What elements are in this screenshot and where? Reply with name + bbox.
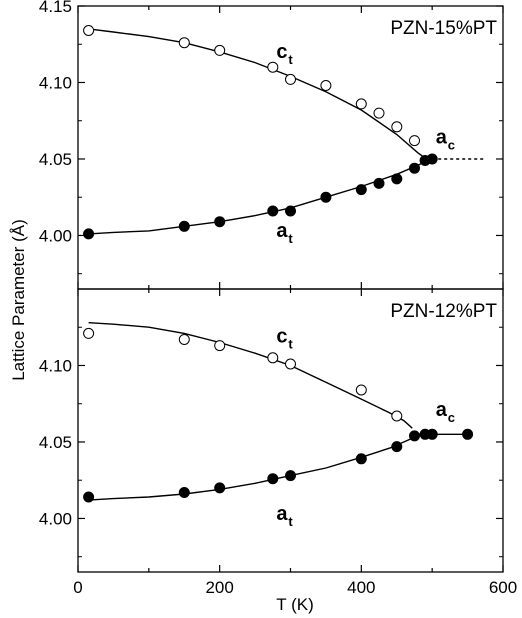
open-data-point — [285, 358, 296, 370]
filled-data-point — [83, 228, 95, 240]
open-data-point — [285, 73, 296, 85]
filled-data-point — [214, 482, 226, 494]
y-tick-label: 4.15 — [39, 0, 72, 16]
y-tick-label: 4.10 — [39, 73, 72, 92]
curve-label-subscript: t — [288, 52, 293, 67]
filled-data-point — [391, 173, 403, 185]
open-data-point — [267, 352, 279, 364]
curve-label: a — [276, 220, 288, 242]
filled-data-point — [355, 453, 367, 465]
open-data-point — [214, 340, 226, 352]
x-tick-label: 200 — [205, 578, 233, 597]
filled-data-point — [178, 220, 190, 232]
filled-data-point — [426, 428, 438, 440]
y-tick-label: 4.00 — [39, 226, 72, 245]
curve-label-subscript: t — [288, 514, 293, 529]
open-data-point — [355, 384, 367, 396]
filled-data-point — [267, 205, 279, 217]
x-tick-label: 600 — [489, 578, 517, 597]
filled-data-point — [214, 216, 226, 228]
fit-curve — [88, 435, 419, 501]
open-data-point — [83, 25, 95, 36]
filled-data-point — [83, 491, 95, 503]
y-axis-title: Lattice Parameter (Å) — [9, 219, 28, 381]
filled-data-point — [267, 473, 279, 485]
curve-label-subscript: t — [288, 337, 293, 352]
curve-label: a — [436, 399, 448, 421]
open-data-point — [373, 107, 385, 119]
open-data-point — [178, 37, 190, 49]
open-data-point — [320, 80, 332, 91]
y-tick-label: 4.10 — [39, 356, 72, 375]
curve-label-subscript: t — [288, 231, 293, 246]
filled-data-point — [355, 184, 367, 196]
curve-label-subscript: c — [448, 138, 455, 153]
x-tick-label: 0 — [73, 578, 82, 597]
panel-title: PZN-12%PT — [390, 301, 497, 322]
filled-data-point — [409, 430, 420, 442]
y-tick-label: 4.05 — [39, 433, 72, 452]
open-data-point — [409, 135, 420, 147]
filled-data-point — [285, 205, 296, 217]
fit-curve — [88, 159, 429, 235]
curve-label: c — [276, 41, 287, 63]
fit-curve — [88, 28, 430, 162]
filled-data-point — [409, 162, 420, 174]
panel-title: PZN-15%PT — [390, 18, 497, 39]
curve-label-subscript: c — [448, 410, 455, 425]
plot-frame — [77, 288, 504, 573]
curve-label: a — [436, 127, 448, 149]
curve-label: c — [276, 326, 287, 348]
filled-data-point — [178, 487, 190, 498]
filled-data-point — [285, 470, 296, 482]
x-axis-title: T (K) — [276, 595, 313, 614]
filled-data-point — [462, 428, 474, 440]
filled-data-point — [426, 153, 438, 165]
y-tick-label: 4.00 — [39, 509, 72, 528]
curve-label: a — [276, 503, 288, 525]
y-tick-label: 4.05 — [39, 150, 72, 169]
open-data-point — [178, 334, 190, 345]
open-data-point — [214, 44, 226, 56]
fit-curve — [88, 322, 413, 429]
open-data-point — [83, 327, 95, 339]
open-data-point — [355, 98, 367, 110]
open-data-point — [267, 61, 279, 73]
open-data-point — [391, 410, 403, 422]
open-data-point — [391, 121, 403, 133]
x-tick-label: 400 — [347, 578, 375, 597]
filled-data-point — [320, 191, 332, 203]
filled-data-point — [391, 441, 403, 453]
filled-data-point — [373, 177, 385, 189]
